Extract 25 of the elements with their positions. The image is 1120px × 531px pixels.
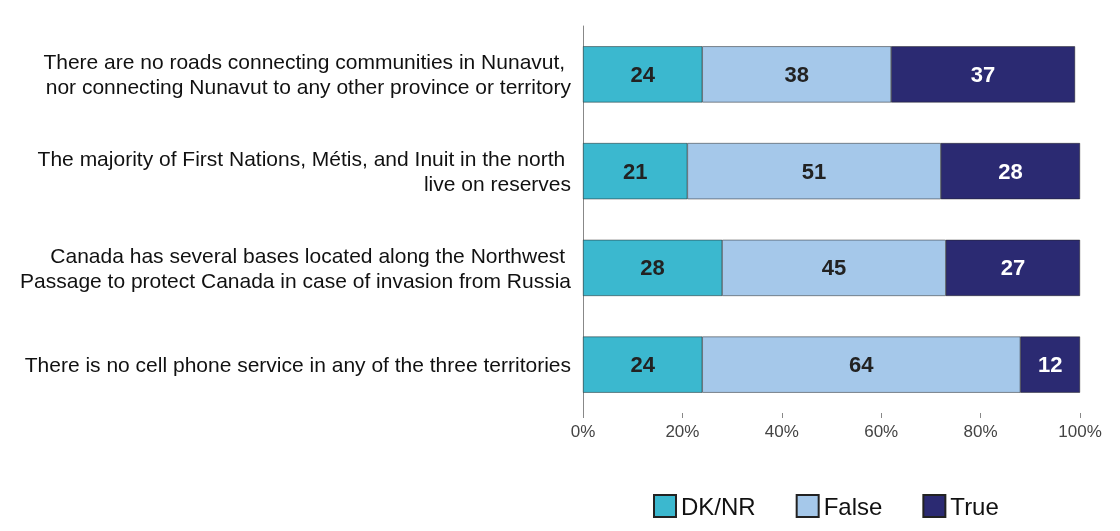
data-label: 21 xyxy=(622,158,648,184)
legend-label: True xyxy=(950,492,999,520)
data-label: 24 xyxy=(630,352,656,378)
x-tick-label: 20% xyxy=(665,422,700,441)
x-tick-label: 60% xyxy=(864,422,899,441)
data-label: 64 xyxy=(849,352,875,378)
data-label: 38 xyxy=(784,61,809,87)
data-label: 12 xyxy=(1037,352,1063,378)
data-label: 28 xyxy=(640,255,665,281)
y-tick-label: There are no roads connecting communities in Nunavut, nor connecting Nunavut to any other province or territory xyxy=(43,50,572,99)
data-label: 37 xyxy=(970,61,996,87)
legend-label: DK/NR xyxy=(681,492,756,520)
y-tick-label: There is no cell phone service in any of the three territories xyxy=(24,353,571,377)
x-tick-label: 80% xyxy=(963,422,998,441)
data-label: 51 xyxy=(801,158,827,184)
x-tick-label: 0% xyxy=(570,422,596,441)
y-tick-label: The majority of First Nations, Métis, and Inuit in the north live on reserves xyxy=(37,147,571,196)
data-label: 28 xyxy=(998,158,1023,184)
data-label: 24 xyxy=(630,61,656,87)
x-tick-label: 40% xyxy=(764,422,799,441)
y-tick-label: Canada has several bases located along the Northwest Passage to protect Canada in case of invasion from Russia xyxy=(20,243,572,292)
data-label: 45 xyxy=(821,255,847,281)
data-label: 27 xyxy=(1000,255,1026,281)
x-tick-label: 100% xyxy=(1058,422,1102,441)
legend-label: False xyxy=(823,492,883,520)
